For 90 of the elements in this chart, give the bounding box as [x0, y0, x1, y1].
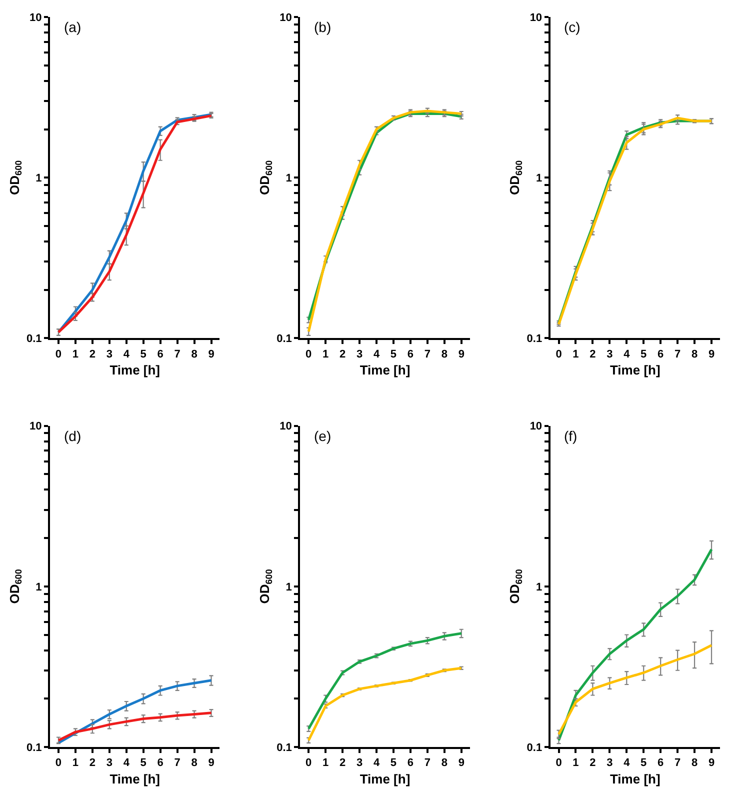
- x-tick-label: 7: [424, 348, 430, 360]
- x-tick-label: 6: [407, 757, 414, 770]
- x-tick-label: 4: [373, 348, 380, 360]
- x-tick-label: 5: [140, 757, 146, 770]
- y-tick-label: 1: [36, 581, 42, 594]
- x-tick-label: 9: [208, 348, 214, 360]
- x-tick-label: 2: [340, 757, 346, 770]
- x-tick-label: 1: [572, 348, 579, 360]
- x-tick-label: 8: [441, 348, 448, 360]
- x-axis-title: Time [h]: [360, 771, 410, 786]
- x-tick-label: 7: [674, 757, 681, 770]
- x-tick-label: 1: [572, 757, 579, 770]
- chart-title: (a): [64, 19, 82, 35]
- chart-title: (c): [564, 19, 580, 35]
- x-tick-label: 6: [157, 348, 164, 360]
- x-tick-label: 2: [340, 348, 346, 360]
- x-tick-label: 0: [55, 757, 62, 770]
- x-tick-label: 8: [441, 757, 448, 770]
- y-tick-label: 10: [30, 420, 42, 433]
- x-tick-label: 4: [373, 757, 380, 770]
- x-tick-label: 8: [191, 348, 198, 360]
- y-tick-label: 1: [36, 172, 42, 184]
- x-tick-label: 3: [606, 757, 613, 770]
- x-tick-label: 2: [590, 348, 596, 360]
- x-tick-label: 6: [157, 757, 164, 770]
- y-tick-label: 0.1: [26, 742, 42, 754]
- chart-title: (b): [314, 19, 332, 35]
- x-axis-title: Time [h]: [110, 362, 160, 378]
- x-tick-label: 9: [458, 757, 464, 770]
- x-tick-label: 9: [708, 757, 715, 770]
- y-tick-label: 10: [530, 420, 542, 433]
- x-tick-label: 4: [123, 757, 130, 770]
- x-tick-label: 1: [72, 348, 79, 360]
- x-tick-label: 8: [691, 348, 698, 360]
- chart-title: (d): [64, 428, 82, 444]
- y-tick-label: 0.1: [276, 333, 292, 346]
- x-tick-label: 4: [123, 348, 130, 360]
- x-tick-label: 6: [658, 348, 664, 360]
- x-tick-label: 5: [390, 348, 397, 360]
- y-tick-label: 1: [286, 581, 292, 594]
- x-tick-label: 0: [55, 348, 62, 360]
- x-tick-label: 0: [306, 348, 312, 360]
- y-tick-label: 1: [286, 172, 292, 184]
- y-tick-label: 10: [30, 12, 42, 24]
- x-tick-label: 4: [624, 757, 631, 770]
- x-tick-label: 0: [306, 757, 312, 770]
- y-tick-label: 1: [536, 581, 542, 594]
- x-tick-label: 3: [106, 348, 112, 360]
- x-tick-label: 2: [89, 348, 96, 360]
- x-axis-title: Time [h]: [610, 362, 660, 378]
- x-tick-label: 7: [174, 757, 180, 770]
- x-tick-label: 8: [691, 757, 698, 770]
- x-axis-title: Time [h]: [610, 771, 660, 786]
- x-tick-label: 0: [556, 348, 562, 360]
- x-axis-title: Time [h]: [360, 362, 410, 378]
- x-tick-label: 5: [390, 757, 397, 770]
- x-tick-label: 7: [424, 757, 430, 770]
- y-tick-label: 1: [536, 172, 542, 184]
- x-tick-label: 7: [674, 348, 681, 360]
- x-tick-label: 1: [72, 757, 79, 770]
- x-tick-label: 9: [708, 348, 715, 360]
- y-tick-label: 10: [530, 12, 542, 24]
- x-tick-label: 0: [556, 757, 562, 770]
- x-tick-label: 9: [208, 757, 214, 770]
- x-tick-label: 8: [191, 757, 198, 770]
- x-tick-label: 1: [322, 348, 329, 360]
- x-tick-label: 3: [356, 348, 363, 360]
- x-tick-label: 6: [658, 757, 664, 770]
- x-tick-label: 3: [106, 757, 112, 770]
- x-tick-label: 5: [140, 348, 146, 360]
- x-tick-label: 2: [89, 757, 96, 770]
- x-tick-label: 3: [606, 348, 613, 360]
- y-tick-label: 10: [280, 12, 292, 24]
- x-tick-label: 7: [174, 348, 180, 360]
- x-tick-label: 5: [640, 348, 647, 360]
- y-tick-label: 0.1: [276, 742, 292, 754]
- y-tick-label: 0.1: [526, 742, 542, 754]
- x-axis-title: Time [h]: [110, 771, 160, 786]
- x-tick-label: 2: [590, 757, 596, 770]
- chart-title: (f): [564, 428, 578, 444]
- y-tick-label: 0.1: [26, 333, 42, 346]
- x-tick-label: 6: [407, 348, 414, 360]
- x-tick-label: 5: [640, 757, 647, 770]
- y-tick-label: 0.1: [526, 333, 542, 346]
- x-tick-label: 3: [356, 757, 363, 770]
- x-tick-label: 9: [458, 348, 464, 360]
- chart-title: (e): [314, 428, 332, 444]
- x-tick-label: 1: [322, 757, 329, 770]
- y-tick-label: 10: [280, 420, 292, 433]
- x-tick-label: 4: [624, 348, 631, 360]
